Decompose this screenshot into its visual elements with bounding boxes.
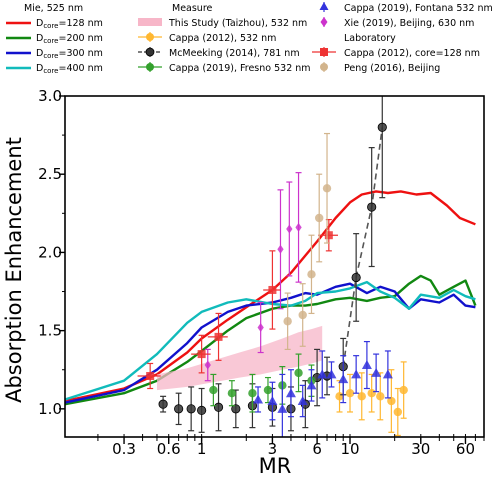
y-tick-label: 2.5 xyxy=(38,165,62,183)
series-cappa-2012-532-nm-point xyxy=(335,392,344,401)
y-axis-label: Absorption Enhancement xyxy=(2,137,26,403)
x-tick-label: 6 xyxy=(312,440,322,458)
series-cappa-2019-fontana-532-nm-point xyxy=(277,403,288,413)
legend-mie-header: Mie, 525 nm xyxy=(24,3,83,14)
series-mcmeeking-2014-781-nm-point xyxy=(197,405,207,416)
x-tick-label: 10 xyxy=(340,440,359,458)
series-peng-2016-beijing-point xyxy=(322,184,332,193)
series-cappa-2012-532-nm-point xyxy=(393,407,403,417)
series-mcmeeking-2014-781-nm-point xyxy=(174,404,184,414)
legend-lab-entry-label: Peng (2016), Beijing xyxy=(344,63,440,74)
series-cappa-2012-532-nm-point xyxy=(376,392,385,401)
plot-frame xyxy=(64,95,485,438)
series-xie-2019-beijing-630-nm-point xyxy=(277,244,284,254)
x-tick-label: 60 xyxy=(456,440,475,458)
legend-measure-label: Cappa (2012), 532 nm xyxy=(169,33,276,44)
series-mcmeeking-2014-781-nm-point xyxy=(367,202,377,212)
series-cappa-2019-fresno-532-nm-point xyxy=(227,389,237,398)
series-xie-2019-beijing-630-nm-point xyxy=(257,323,264,333)
legend-mie-label: Dcore=300 nm xyxy=(36,48,103,60)
y-tick-label: 3.0 xyxy=(38,87,62,105)
series-cappa-2012-532-nm-point xyxy=(345,389,355,398)
series-cappa-2012-core-128-nm-point xyxy=(214,332,223,341)
series-cappa-2019-fontana-532-nm-point xyxy=(297,396,308,406)
series-cappa-2012-core-128-nm-point xyxy=(268,285,277,294)
series-cappa-2012-core-128-nm-point xyxy=(324,231,333,240)
series-mcmeeking-2014-781-nm-point xyxy=(377,122,387,132)
series-cappa-2019-fontana-532-nm-point xyxy=(361,360,372,370)
series-cappa-2012-532-nm-point xyxy=(367,389,376,398)
x-tick-label: 3 xyxy=(268,440,278,458)
series-xie-2019-beijing-630-nm-point xyxy=(286,224,293,234)
series-cappa-2012-532-nm-point xyxy=(387,396,396,406)
series-peng-2016-beijing-point xyxy=(314,213,324,223)
axes: 1.0 1.5 2.0 2.5 3.0 0.3 0.6 1 3 6 10 30 60 xyxy=(38,87,485,458)
series-cappa-2019-fontana-532-nm-point xyxy=(267,396,278,406)
series-cappa-2019-fresno-532-nm-point xyxy=(294,368,303,378)
series-cappa-2012-core-128-nm-point xyxy=(146,371,155,380)
x-tick-label: 1 xyxy=(197,440,207,458)
series-mcmeeking-2014-781-nm-point xyxy=(351,272,361,283)
series-cappa-2019-fontana-532-nm-point xyxy=(253,394,264,404)
series-cappa-2019-fontana-532-nm-point xyxy=(338,374,349,384)
series-cappa-2019-fresno-532-nm-point xyxy=(263,385,273,395)
series-cappa-2019-fresno-532-nm-point xyxy=(248,389,257,398)
series-peng-2016-beijing-point xyxy=(283,317,292,326)
x-tick-label: 0.6 xyxy=(157,440,181,458)
legend-measure-swatch-marker xyxy=(145,47,155,57)
legend-field-entry-label: Xie (2019), Beijing, 630 nm xyxy=(344,18,474,29)
series-this-study-taizhou-532-nm-band xyxy=(157,325,323,391)
legend-measure-header: Measure xyxy=(172,3,213,14)
series-mcmeeking-2014-781-nm-dash-line xyxy=(342,127,384,367)
legend-measure-label: This Study (Taizhou), 532 nm xyxy=(168,18,307,29)
series-peng-2016-beijing-point xyxy=(307,270,316,279)
y-tick-label: 1.0 xyxy=(38,400,62,418)
legend-measure-swatch xyxy=(138,18,162,26)
series-cappa-2019-fontana-532-nm-point xyxy=(317,369,328,379)
series-cappa-2019-fontana-532-nm-point xyxy=(285,388,296,398)
x-axis-label: MR xyxy=(259,454,292,478)
legend-field-entry-marker xyxy=(320,17,328,27)
series-cappa-2019-fontana-532-nm-point xyxy=(326,369,337,379)
series-cappa-2019-fresno-532-nm-point xyxy=(209,385,218,395)
series-cappa-2019-fontana-532-nm-point xyxy=(306,380,317,390)
series-cappa-2019-fontana-532-nm-point xyxy=(351,369,362,379)
legend-measure-swatch-marker xyxy=(146,63,154,71)
series-cappa-2012-core-128-nm-point xyxy=(197,350,206,359)
x-tick-label: 30 xyxy=(411,440,430,458)
series-peng-2016-beijing-point xyxy=(298,310,307,320)
legend-lab-header: Laboratory xyxy=(344,33,396,44)
legend-mie-label: Dcore=128 nm xyxy=(36,18,103,30)
legend-mie-label: Dcore=200 nm xyxy=(36,33,103,45)
legend: Mie, 525 nm Dcore=128 nm Dcore=200 nm Dcore… xyxy=(6,2,493,75)
plot-area xyxy=(65,96,477,437)
legend-lab-entry-label: Cappa (2012), core=128 nm xyxy=(344,48,480,59)
legend-measure-label: McMeeking (2014), 781 nm xyxy=(169,48,300,59)
legend-field-entry-label: Cappa (2019), Fontana 532 nm xyxy=(344,3,493,14)
series-group xyxy=(65,96,477,437)
series-mcmeeking-2014-781-nm-point xyxy=(186,404,196,414)
series-mcmeeking-2014-781-nm-point xyxy=(158,399,168,409)
y-tick-label: 2.0 xyxy=(38,243,62,261)
series-mcmeeking-2014-781-nm-point xyxy=(231,404,241,414)
legend-lab-entry-marker xyxy=(320,48,328,56)
legend-mie-label: Dcore=400 nm xyxy=(36,63,103,75)
series-mcmeeking-2014-781-nm-point xyxy=(213,402,224,412)
legend-measure-label: Cappa (2019), Fresno 532 nm xyxy=(169,63,311,74)
series-dcore-300-nm-line xyxy=(65,282,476,404)
y-tick-label: 1.5 xyxy=(38,322,62,340)
legend-lab-entry-marker xyxy=(320,63,328,71)
series-dcore-400-nm-line xyxy=(65,280,476,401)
series-xie-2019-beijing-630-nm-point xyxy=(295,222,302,232)
series-cappa-2019-fontana-532-nm-point xyxy=(371,367,382,377)
series-cappa-2019-fontana-532-nm-point xyxy=(382,369,393,379)
x-tick-label: 0.3 xyxy=(112,440,136,458)
series-cappa-2012-532-nm-point xyxy=(399,385,408,395)
series-xie-2019-beijing-630-nm-point xyxy=(204,360,211,370)
series-cappa-2012-532-nm-point xyxy=(357,392,366,401)
legend-measure-swatch-marker xyxy=(146,33,154,41)
legend-field-entry-marker xyxy=(319,2,329,10)
